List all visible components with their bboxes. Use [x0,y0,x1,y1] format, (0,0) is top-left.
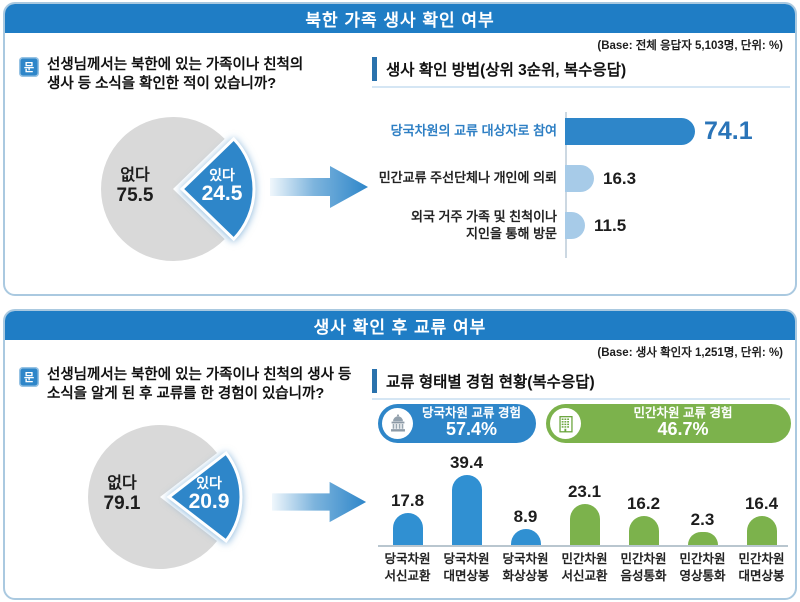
panel-title-status-check: 북한 가족 생사 확인 여부 [5,4,795,33]
vbar-category-label: 당국차원 대면상봉 [443,552,490,583]
vbar-value: 39.4 [449,453,484,472]
vbar-category-label: 당국차원 화상상봉 [502,552,549,583]
vbar [746,516,777,545]
pie-label-no: 없다 75.5 [116,167,154,207]
question-block: 문 선생님께서는 북한에 있는 가족이나 친척의 생사 등 소식을 확인한 적이… [19,56,379,95]
panel-exchange: 생사 확인 후 교류 여부 (Base: 생사 확인자 1,251명, 단위: … [3,309,797,600]
vbar-value: 23.1 [567,482,602,501]
question-block: 문 선생님께서는 북한에 있는 가족이나 친척의 생사 등 소식을 알게 된 후… [19,366,394,405]
vbar-category-label: 민간차원 대면상봉 [738,552,785,583]
pie-chart-status-check: 없다 75.5 있다 24.5 [89,110,279,272]
question-text: 선생님께서는 북한에 있는 가족이나 친척의 생사 등 소식을 확인한 적이 있… [47,57,304,93]
hbar [565,118,695,145]
hbar-chart-methods: 당국차원의 교류 대상자로 참여 74.1 민간교류 주선단체나 개인에 의뢰 16.… [372,108,792,260]
section-header-exchange-types: 교류 형태별 경험 현황(복수응답) [372,369,790,400]
section-title-methods: 생사 확인 방법(상위 3순위, 복수응답) [386,62,627,79]
pie-label-yes: 있다 20.9 [188,475,230,513]
vbar-column: 16.4 민간차원 대면상봉 [732,452,791,585]
hbar-row: 당국차원의 교류 대상자로 참여 74.1 [372,108,792,155]
vbar-column: 2.3 민간차원 영상통화 [673,452,732,585]
section-title-exchange-types: 교류 형태별 경험 현황(복수응답) [386,374,595,391]
vbar-value: 17.8 [390,491,425,510]
vbar [687,532,718,545]
pie-label-no: 없다 79.1 [103,475,141,515]
pie-label-yes: 있다 24.5 [201,167,243,205]
government-building-icon [382,408,413,439]
hbar-row: 외국 거주 가족 및 친척이나 지인을 통해 방문 11.5 [372,202,792,249]
vbar-category-label: 민간차원 음성통화 [620,552,667,583]
right-arrow-icon [270,162,370,217]
pie-svg [89,110,279,277]
vbar-column: 39.4 당국차원 대면상봉 [437,452,496,585]
question-icon: 문 [19,367,39,387]
hbar-row: 민간교류 주선단체나 개인에 의뢰 16.3 [372,155,792,202]
section-header-methods: 생사 확인 방법(상위 3순위, 복수응답) [372,57,790,88]
legend-pill-civilian: 민간차원 교류 경험 46.7% [546,404,791,443]
apartment-building-icon [550,408,581,439]
vbar [392,513,423,545]
hbar-category-label: 민간교류 주선단체나 개인에 의뢰 [378,170,557,186]
vbar-column: 8.9 당국차원 화상상봉 [496,452,555,585]
question-text: 선생님께서는 북한에 있는 가족이나 친척의 생사 등 소식을 알게 된 후 교… [47,367,352,403]
vbar-value: 2.3 [690,510,715,529]
legend-pill-government: 당국차원 교류 경험 57.4% [378,404,536,443]
hbar-value: 11.5 [594,215,627,235]
vbar-category-label: 당국차원 서신교환 [384,552,431,583]
vbar-column: 17.8 당국차원 서신교환 [378,452,437,585]
hbar [565,165,594,192]
hbar-category-label: 당국차원의 교류 대상자로 참여 [390,123,557,139]
question-icon: 문 [19,57,39,77]
base-note: (Base: 생사 확인자 1,251명, 단위: %) [597,347,783,359]
base-note: (Base: 전체 응답자 5,103명, 단위: %) [597,40,783,52]
hbar-value: 16.3 [603,168,637,188]
panel-status-check: 북한 가족 생사 확인 여부 (Base: 전체 응답자 5,103명, 단위:… [3,2,797,296]
vbar-value: 8.9 [513,507,538,526]
vbar [569,504,600,545]
right-arrow-icon [272,478,368,531]
vbar-category-label: 민간차원 서신교환 [561,552,608,583]
vbar-column: 16.2 민간차원 음성통화 [614,452,673,585]
hbar-value: 74.1 [704,117,753,145]
section-tick [372,369,377,393]
legend-pill-text: 민간차원 교류 경험 46.7% [633,405,733,440]
vbar [451,475,482,545]
pie-chart-exchange: 없다 79.1 있다 20.9 [76,418,266,580]
vbar-category-label: 민간차원 영상통화 [679,552,726,583]
vbar-column: 23.1 민간차원 서신교환 [555,452,614,585]
section-tick [372,57,377,81]
vbar-chart-exchange-types: 17.8 당국차원 서신교환 39.4 당국차원 대면상봉 8.9 당국차원 화상상봉 23… [378,452,792,585]
vbar [510,529,541,545]
vbar-value: 16.2 [626,494,661,513]
pie-svg [76,418,266,585]
panel-title-exchange: 생사 확인 후 교류 여부 [5,311,795,340]
vbar [628,516,659,545]
legend-pill-text: 당국차원 교류 경험 57.4% [422,405,521,440]
vbar-columns: 17.8 당국차원 서신교환 39.4 당국차원 대면상봉 8.9 당국차원 화상상봉 23… [378,452,792,585]
hbar [565,212,585,239]
vbar-value: 16.4 [744,494,779,513]
hbar-category-label: 외국 거주 가족 및 친척이나 지인을 통해 방문 [410,208,557,241]
